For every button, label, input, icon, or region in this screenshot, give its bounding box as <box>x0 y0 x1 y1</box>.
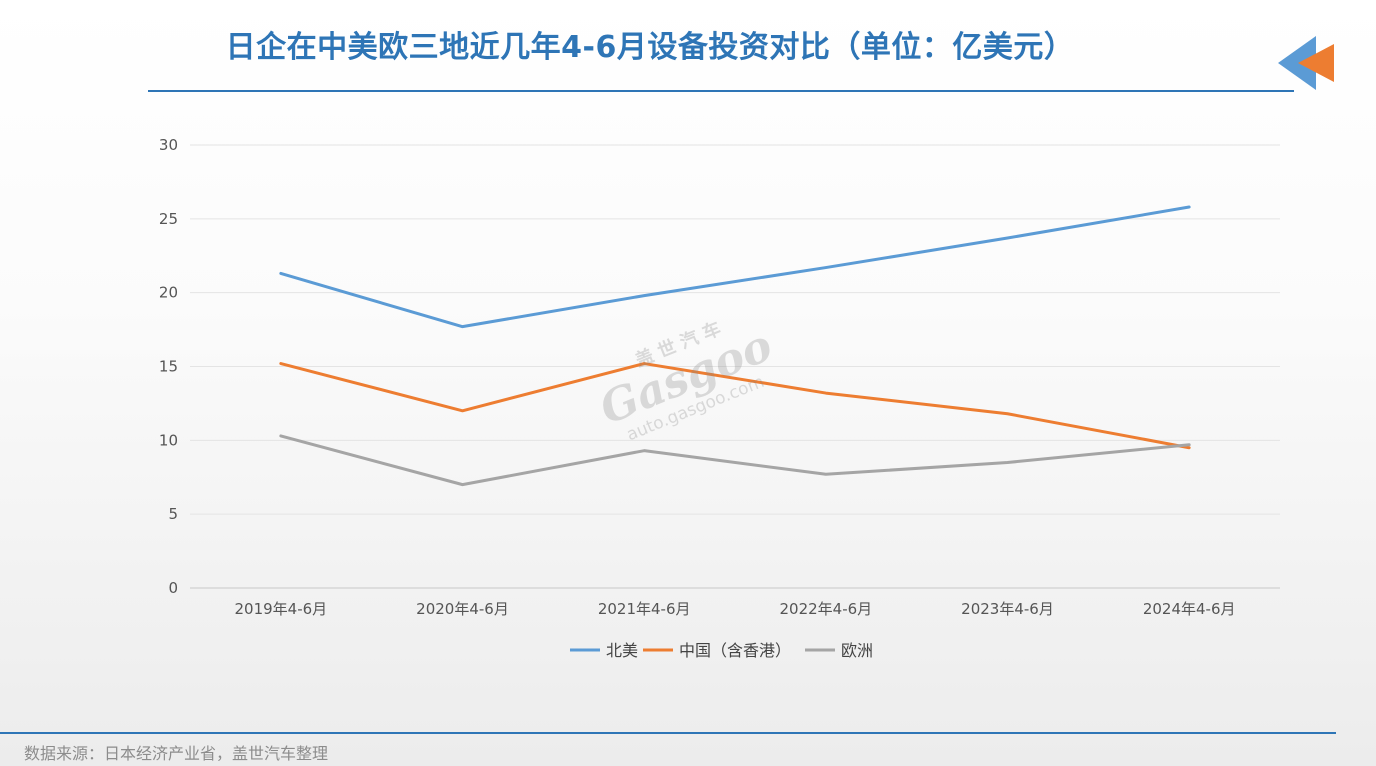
footer-divider <box>0 732 1336 734</box>
x-axis-ticks: 2019年4-6月 2020年4-6月 2021年4-6月 2022年4-6月 2023… <box>234 600 1235 618</box>
y-tick-label: 15 <box>159 358 178 376</box>
y-tick-label: 10 <box>159 431 178 449</box>
series-line-1 <box>279 362 1191 450</box>
x-tick-label: 2023年4-6月 <box>961 600 1054 618</box>
x-tick-label: 2019年4-6月 <box>234 600 327 618</box>
series-line-2 <box>279 434 1191 487</box>
y-axis-ticks: 0 5 10 15 20 25 30 <box>159 136 178 597</box>
chart-title: 日企在中美欧三地近几年4-6月设备投资对比（单位：亿美元） <box>225 30 1075 65</box>
legend-label: 北美 <box>606 641 638 660</box>
series-line-0 <box>279 205 1191 329</box>
y-tick-label: 0 <box>168 579 178 597</box>
y-tick-label: 25 <box>159 210 178 228</box>
line-chart: 0 5 10 15 20 25 30 2019年4-6月 2020年4-6月 2021年4-6月… <box>159 136 1280 660</box>
series-lines <box>279 205 1191 487</box>
title-divider <box>148 90 1294 92</box>
legend-label: 中国（含香港） <box>679 641 791 660</box>
data-source: 数据来源：日本经济产业省，盖世汽车整理 <box>24 744 329 763</box>
back-arrow-icon[interactable] <box>1276 36 1336 90</box>
y-tick-label: 30 <box>159 136 178 154</box>
legend: 北美 中国（含香港） 欧洲 <box>570 641 873 660</box>
x-tick-label: 2021年4-6月 <box>598 600 691 618</box>
y-tick-label: 5 <box>168 505 178 523</box>
legend-label: 欧洲 <box>841 641 873 660</box>
grid-lines <box>190 144 1280 589</box>
x-tick-label: 2024年4-6月 <box>1143 600 1236 618</box>
y-tick-label: 20 <box>159 284 178 302</box>
x-tick-label: 2020年4-6月 <box>416 600 509 618</box>
x-tick-label: 2022年4-6月 <box>779 600 872 618</box>
